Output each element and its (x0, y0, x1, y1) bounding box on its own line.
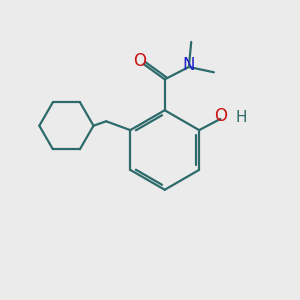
Text: O: O (214, 107, 227, 125)
Text: H: H (235, 110, 247, 125)
Text: N: N (183, 56, 195, 74)
Text: O: O (134, 52, 146, 70)
